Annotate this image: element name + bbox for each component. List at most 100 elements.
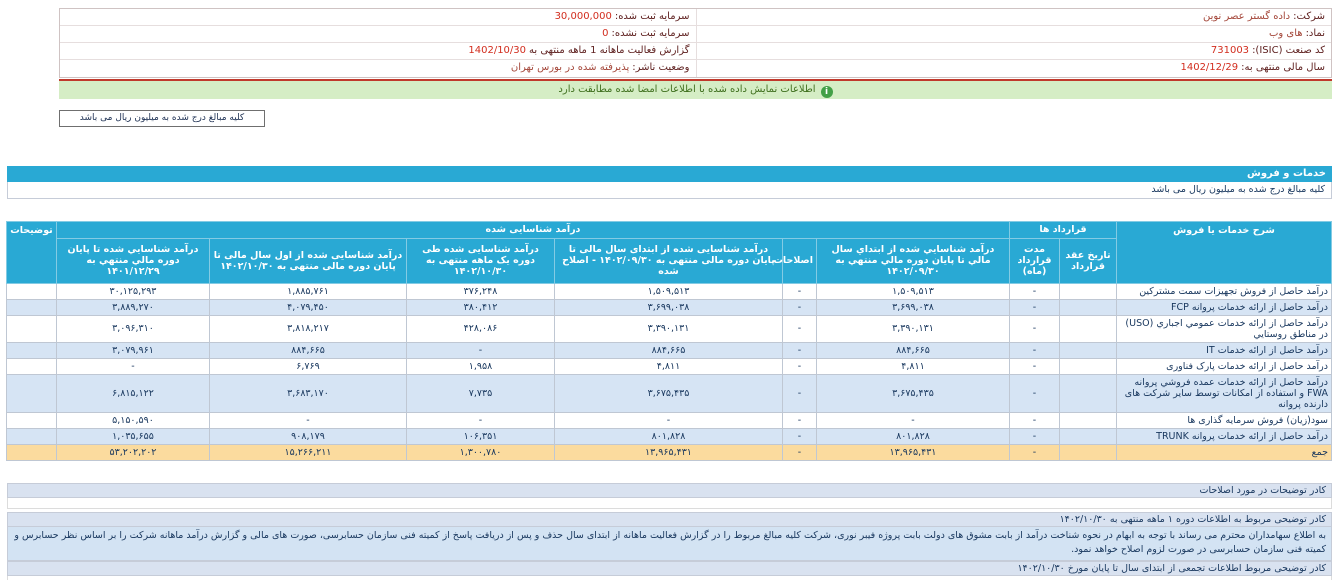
table-row: درآمد حاصل از ارائه خدمات پروانه TRUNK -۸…: [5, 427, 1332, 445]
value-cell: -: [208, 411, 407, 429]
value-cell: ۱۳,۹۶۵,۴۳۱: [553, 443, 783, 461]
info-icon: i: [820, 86, 833, 98]
value-cell: ۱۳,۹۶۵,۴۳۱: [815, 443, 1010, 461]
header-contract-date: تاریخ عقد قرارداد: [1059, 237, 1117, 284]
table-row: درآمد حاصل از ارائه خدمات IT -۸۸۴,۶۶۵-۸۸۴…: [5, 341, 1332, 359]
value-cell: -: [55, 357, 210, 375]
info-label: شرکت:: [1293, 11, 1325, 22]
value-cell: [1059, 443, 1117, 461]
value-cell: ۱۰۶,۳۵۱: [405, 427, 555, 445]
company-info-cell: کد صنعت (ISIC):731003: [695, 43, 1331, 60]
value-cell: ۶,۷۶۹: [208, 357, 407, 375]
value-cell: ۳,۰۹۶,۳۱۰: [55, 314, 210, 343]
header-rev-prev-1229: درآمد شناسايي شده تا پایان دوره مالي منت…: [55, 237, 210, 284]
value-cell: -: [781, 373, 817, 413]
cumulative-note-header: کادر توضیحی مربوط اطلاعات تجمعی از ابتدا…: [7, 560, 1332, 576]
table-body: درآمد حاصل از فروش تجهیزات سمت مشترکین -۱…: [5, 282, 1332, 461]
service-description-cell: درآمد حاصل از ارائه خدمات IT: [1116, 341, 1332, 359]
value-cell: -: [1008, 357, 1061, 375]
info-label: نماد:: [1305, 28, 1325, 39]
service-description-cell: درآمد حاصل از ارائه خدمات پروانه TRUNK: [1116, 427, 1332, 445]
value-cell: [1059, 282, 1117, 300]
monthly-activity-report-page: { "company_info": { "right": [ {"label":…: [0, 8, 1339, 580]
value-cell: -: [1008, 443, 1061, 461]
service-description-cell: جمع: [1116, 443, 1332, 461]
table-row: درآمد حاصل از ارائه خدمات پروانه FCP -۳,۶…: [5, 298, 1332, 316]
value-cell: [5, 298, 57, 316]
value-cell: [5, 282, 57, 300]
value-cell: [5, 373, 57, 413]
value-cell: -: [1008, 427, 1061, 445]
section-title: خدمات و فروش: [1247, 167, 1326, 179]
value-cell: -: [1008, 282, 1061, 300]
table-row: درآمد حاصل از ارائه خدمات عمومي اجباري (…: [5, 314, 1332, 343]
value-cell: -: [1008, 373, 1061, 413]
info-label: کد صنعت (ISIC):: [1252, 45, 1325, 56]
value-cell: ۱,۵۰۹,۵۱۳: [815, 282, 1010, 300]
service-description-cell: درآمد حاصل از ارائه خدمات عمومي اجباري (…: [1116, 314, 1332, 343]
unit-note-button[interactable]: کلیه مبالغ درج شده به میلیون ریال می باش…: [59, 109, 265, 127]
info-value: 731003: [1210, 45, 1250, 56]
value-cell: -: [405, 341, 555, 359]
value-cell: -: [1008, 298, 1061, 316]
company-info-cell: نماد:های وب: [695, 26, 1331, 43]
table-row: سود(زیان) فروش سرمایه گذاری ها - - - - - -۵,۱۵…: [5, 411, 1332, 429]
value-cell: ۸۸۴,۶۶۵: [553, 341, 783, 359]
service-description-cell: درآمد حاصل از ارائه خدمات عمده فروشي پرو…: [1116, 373, 1332, 413]
header-rev-to-0930: درآمد شناسايي شده از ابتداي سال مالي تا …: [815, 237, 1010, 284]
corrections-note-header: کادر توضیحات در مورد اصلاحات: [7, 482, 1332, 498]
value-cell: ۳,۳۹۰,۱۳۱: [553, 314, 783, 343]
value-cell: [1059, 411, 1117, 429]
header-group-contracts: قرارداد ها: [1008, 220, 1118, 239]
header-notes: توضیحات: [5, 220, 57, 284]
unit-button-row: کلیه مبالغ درج شده به میلیون ریال می باش…: [59, 105, 1332, 127]
value-cell: ۳,۶۷۵,۴۳۵: [553, 373, 783, 413]
value-cell: -: [405, 411, 555, 429]
cumulative-note-empty-row: [7, 575, 1332, 580]
value-cell: ۳,۰۷۹,۹۶۱: [55, 341, 210, 359]
value-cell: ۸۸۴,۶۶۵: [815, 341, 1010, 359]
info-value: داده گستر عصر نوین: [1202, 11, 1291, 22]
service-description-cell: سود(زیان) فروش سرمایه گذاری ها: [1116, 411, 1332, 429]
info-value: های وب: [1268, 28, 1303, 39]
value-cell: ۵,۱۵۰,۵۹۰: [55, 411, 210, 429]
value-cell: -: [1008, 341, 1061, 359]
info-label: سرمایه ثبت نشده:: [611, 28, 690, 39]
value-cell: ۶,۸۱۵,۱۲۲: [55, 373, 210, 413]
service-description-cell: درآمد حاصل از ارائه خدمات پروانه FCP: [1116, 298, 1332, 316]
value-cell: [1059, 357, 1117, 375]
value-cell: [5, 411, 57, 429]
value-cell: [1059, 298, 1117, 316]
table-row: درآمد حاصل از فروش تجهیزات سمت مشترکین -۱…: [5, 282, 1332, 300]
info-label: وضعیت ناشر:: [632, 62, 690, 73]
value-cell: -: [781, 314, 817, 343]
company-info-cell: وضعیت ناشر:پذیرفته شده در بورس تهران: [60, 60, 696, 77]
value-cell: -: [781, 298, 817, 316]
header-rev-to-0930-corrected: درآمد شناسایی شده از ابتدای سال مالی تا …: [553, 237, 783, 284]
value-cell: ۳۷۶,۲۴۸: [405, 282, 555, 300]
company-info-cell: شرکت:داده گستر عصر نوین: [695, 9, 1331, 26]
value-cell: ۳,۸۱۸,۲۱۷: [208, 314, 407, 343]
info-value: 1402/10/30: [468, 45, 527, 56]
section-title-bar: خدمات و فروش: [7, 165, 1332, 182]
value-cell: -: [781, 443, 817, 461]
company-info-cell: گزارش فعالیت ماهانه 1 ماهه منتهی به1402/…: [60, 43, 696, 60]
info-value: 0: [602, 28, 609, 39]
info-value: پذیرفته شده در بورس تهران: [510, 62, 630, 73]
info-label: سال مالی منتهی به:: [1241, 62, 1325, 73]
value-cell: [1059, 427, 1117, 445]
value-cell: ۱۵,۲۶۶,۲۱۱: [208, 443, 407, 461]
value-cell: -: [781, 341, 817, 359]
period-note-header: کادر توضیحی مربوط به اطلاعات دوره ۱ ماهه…: [7, 511, 1332, 527]
value-cell: ۳,۸۸۹,۲۷۰: [55, 298, 210, 316]
value-cell: -: [781, 427, 817, 445]
value-cell: ۳,۶۸۳,۱۷۰: [208, 373, 407, 413]
main-region: خدمات و فروش کلیه مبالغ درج شده به میلیو…: [5, 165, 1332, 461]
value-cell: ۳,۶۹۹,۰۳۸: [815, 298, 1010, 316]
value-cell: [5, 443, 57, 461]
corrections-note-empty-row: [7, 497, 1332, 509]
value-cell: [5, 314, 57, 343]
header-rev-month-1030: درآمد شناسایی شده طی دوره یک ماهه منتهی …: [405, 237, 555, 284]
value-cell: ۸۰۱,۸۲۸: [815, 427, 1010, 445]
value-cell: ۱,۸۸۵,۷۶۱: [208, 282, 407, 300]
